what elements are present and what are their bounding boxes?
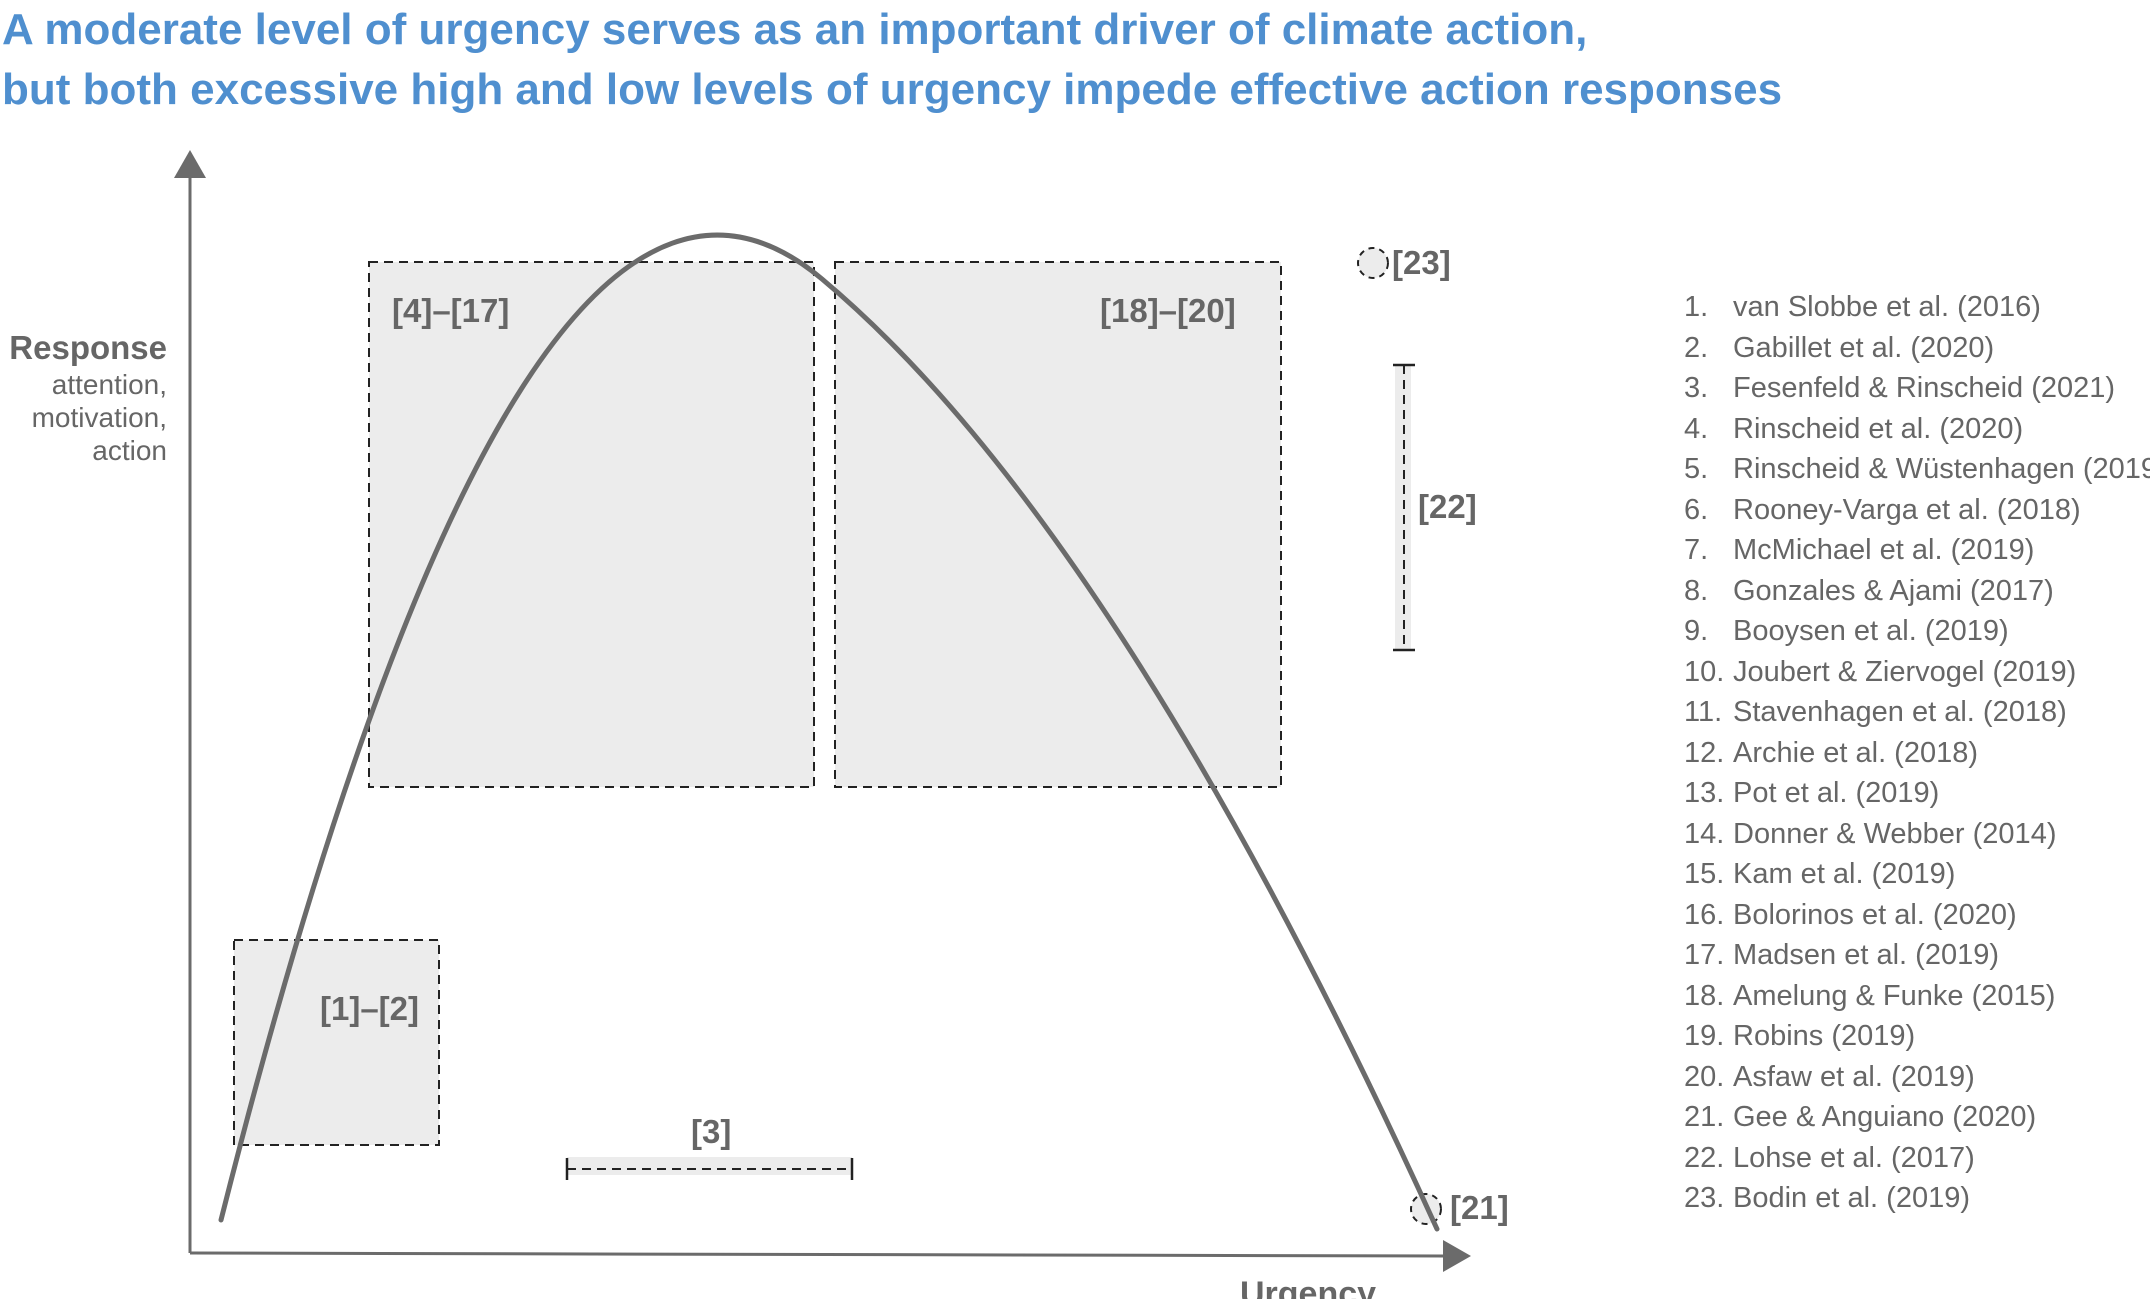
reference-list: 1. van Slobbe et al. (2016) 2. Gabillet et … xyxy=(1684,287,2150,1219)
reference-text: Donner & Webber (2014) xyxy=(1733,817,2057,850)
y-axis xyxy=(174,150,206,1253)
title-line-1: A moderate level of urgency serves as an… xyxy=(2,5,1588,54)
reference-item: 10. Joubert & Ziervogel (2019) xyxy=(1684,652,2150,693)
label-bar-22: [22] xyxy=(1418,488,1477,525)
reference-text: McMichael et al. (2019) xyxy=(1733,534,2035,566)
label-box-1-2: [1]–[2] xyxy=(320,990,419,1027)
reference-text: Robins (2019) xyxy=(1733,1020,1916,1052)
reference-number: 21. xyxy=(1684,1101,1725,1133)
reference-number: 2. xyxy=(1684,331,1709,364)
reference-text: Gee & Anguiano (2020) xyxy=(1733,1101,2037,1133)
reference-number: 3. xyxy=(1684,372,1709,404)
reference-text: Gabillet et al. (2020) xyxy=(1733,331,1995,364)
reference-item: 3. Fesenfeld & Rinscheid (2021) xyxy=(1684,368,2150,409)
reference-number: 4. xyxy=(1684,412,1709,445)
reference-text: Archie et al. (2018) xyxy=(1733,736,1979,769)
reference-text: Fesenfeld & Rinscheid (2021) xyxy=(1733,372,2116,404)
reference-text: van Slobbe et al. (2016) xyxy=(1733,291,2041,323)
reference-item: 14. Donner & Webber (2014) xyxy=(1684,814,2150,855)
y-axis-label: Response attention, motivation, action xyxy=(9,328,167,467)
reference-text: Lohse et al. (2017) xyxy=(1733,1141,1975,1174)
reference-number: 7. xyxy=(1684,534,1709,566)
reference-item: 11. Stavenhagen et al. (2018) xyxy=(1684,692,2150,733)
reference-text: Rinscheid et al. (2020) xyxy=(1733,412,2024,445)
y-axis-subtitle-3: action xyxy=(92,435,167,466)
bar-ref-22 xyxy=(1393,363,1415,652)
x-axis-label: Urgency xyxy=(1240,1275,1376,1299)
reference-number: 14. xyxy=(1684,817,1725,850)
reference-item: 1. van Slobbe et al. (2016) xyxy=(1684,287,2150,328)
reference-text: Joubert & Ziervogel (2019) xyxy=(1733,655,2077,688)
reference-number: 1. xyxy=(1684,291,1709,323)
reference-item: 2. Gabillet et al. (2020) xyxy=(1684,328,2150,369)
reference-item: 7. McMichael et al. (2019) xyxy=(1684,530,2150,571)
reference-number: 23. xyxy=(1684,1182,1725,1214)
reference-text: Pot et al. (2019) xyxy=(1733,777,1940,809)
reference-item: 21. Gee & Anguiano (2020) xyxy=(1684,1097,2150,1138)
reference-text: Asfaw et al. (2019) xyxy=(1733,1060,1975,1093)
title-line-2: but both excessive high and low levels o… xyxy=(2,65,1783,114)
reference-item: 20. Asfaw et al. (2019) xyxy=(1684,1057,2150,1098)
reference-text: Stavenhagen et al. (2018) xyxy=(1733,696,2067,728)
reference-item: 22. Lohse et al. (2017) xyxy=(1684,1138,2150,1179)
reference-number: 12. xyxy=(1684,736,1725,769)
y-axis-title: Response xyxy=(9,329,167,366)
reference-text: Bodin et al. (2019) xyxy=(1733,1182,1970,1214)
reference-item: 23. Bodin et al. (2019) xyxy=(1684,1178,2150,1219)
bar-ref-3 xyxy=(565,1157,854,1180)
response-curve xyxy=(218,232,1440,1232)
x-axis xyxy=(189,1240,1471,1272)
reference-text: Gonzales & Ajami (2017) xyxy=(1733,574,2054,607)
reference-text: Bolorinos et al. (2020) xyxy=(1733,898,2017,931)
label-bar-3: [3] xyxy=(691,1113,731,1150)
reference-number: 13. xyxy=(1684,777,1725,809)
reference-number: 20. xyxy=(1684,1060,1725,1093)
reference-item: 6. Rooney-Varga et al. (2018) xyxy=(1684,490,2150,531)
reference-item: 5. Rinscheid & Wüstenhagen (2019) xyxy=(1684,449,2150,490)
reference-text: Rinscheid & Wüstenhagen (2019) xyxy=(1733,453,2150,485)
box-refs-1-2 xyxy=(233,939,440,1146)
box-refs-18-20 xyxy=(834,261,1282,788)
reference-number: 6. xyxy=(1684,493,1709,526)
reference-item: 16. Bolorinos et al. (2020) xyxy=(1684,895,2150,936)
circle-ref-23 xyxy=(1357,247,1389,279)
reference-number: 8. xyxy=(1684,574,1709,607)
reference-number: 22. xyxy=(1684,1141,1725,1174)
reference-item: 9. Booysen et al. (2019) xyxy=(1684,611,2150,652)
reference-item: 15. Kam et al. (2019) xyxy=(1684,854,2150,895)
reference-number: 9. xyxy=(1684,615,1709,647)
label-circle-21: [21] xyxy=(1450,1189,1509,1226)
y-axis-subtitle-2: motivation, xyxy=(31,402,167,433)
reference-number: 5. xyxy=(1684,453,1709,485)
reference-item: 8. Gonzales & Ajami (2017) xyxy=(1684,571,2150,612)
reference-item: 13. Pot et al. (2019) xyxy=(1684,773,2150,814)
reference-number: 16. xyxy=(1684,898,1725,931)
reference-item: 18. Amelung & Funke (2015) xyxy=(1684,976,2150,1017)
y-axis-subtitle-1: attention, xyxy=(51,369,167,400)
label-box-18-20: [18]–[20] xyxy=(1100,292,1236,329)
figure-title: A moderate level of urgency serves as an… xyxy=(2,0,1782,120)
reference-item: 19. Robins (2019) xyxy=(1684,1016,2150,1057)
reference-number: 18. xyxy=(1684,979,1725,1012)
reference-number: 11. xyxy=(1684,696,1723,728)
label-circle-23: [23] xyxy=(1392,244,1451,281)
reference-text: Amelung & Funke (2015) xyxy=(1733,979,2056,1012)
reference-item: 17. Madsen et al. (2019) xyxy=(1684,935,2150,976)
reference-number: 10. xyxy=(1684,655,1725,688)
reference-number: 19. xyxy=(1684,1020,1725,1052)
label-box-4-17: [4]–[17] xyxy=(392,292,509,329)
reference-text: Kam et al. (2019) xyxy=(1733,858,1956,890)
reference-text: Booysen et al. (2019) xyxy=(1733,615,2009,647)
reference-text: Madsen et al. (2019) xyxy=(1733,939,1999,971)
reference-number: 15. xyxy=(1684,858,1725,890)
reference-item: 4. Rinscheid et al. (2020) xyxy=(1684,409,2150,450)
box-refs-4-17 xyxy=(368,261,815,788)
reference-text: Rooney-Varga et al. (2018) xyxy=(1733,493,2081,526)
reference-item: 12. Archie et al. (2018) xyxy=(1684,733,2150,774)
reference-number: 17. xyxy=(1684,939,1725,971)
